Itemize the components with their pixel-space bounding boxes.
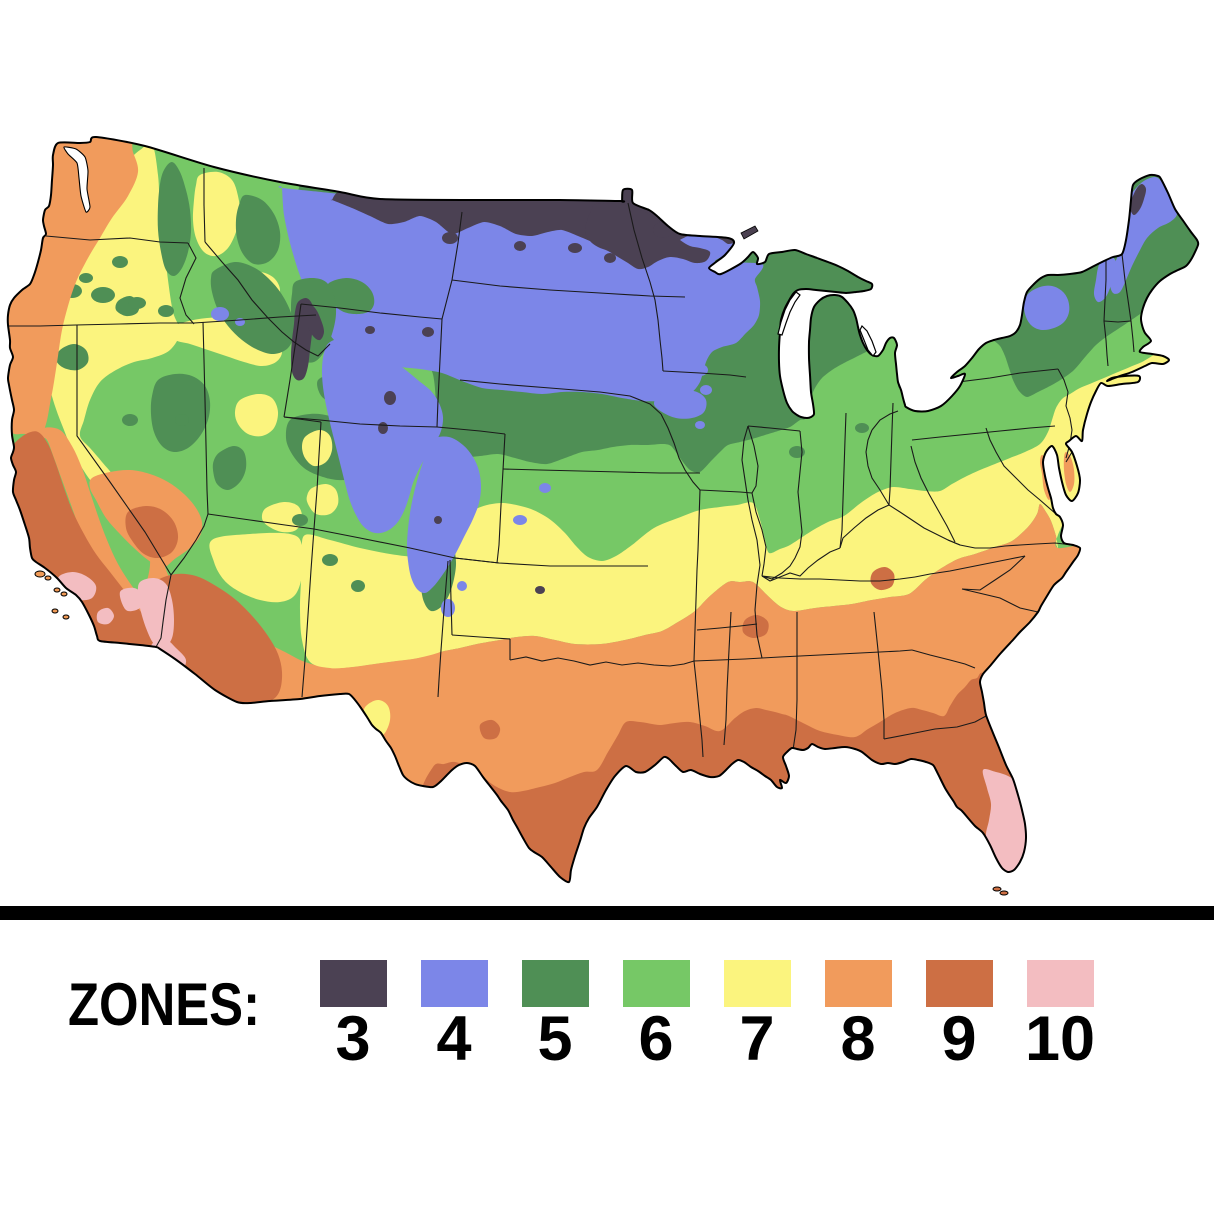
svg-text:5: 5 <box>537 1004 572 1074</box>
svg-text:ZONES:: ZONES: <box>68 971 260 1038</box>
svg-text:4: 4 <box>436 1004 471 1074</box>
svg-text:6: 6 <box>638 1004 673 1074</box>
svg-text:10: 10 <box>1025 1004 1095 1074</box>
svg-text:8: 8 <box>840 1004 875 1074</box>
svg-text:9: 9 <box>941 1004 976 1074</box>
svg-text:7: 7 <box>739 1004 774 1074</box>
svg-text:3: 3 <box>335 1004 370 1074</box>
